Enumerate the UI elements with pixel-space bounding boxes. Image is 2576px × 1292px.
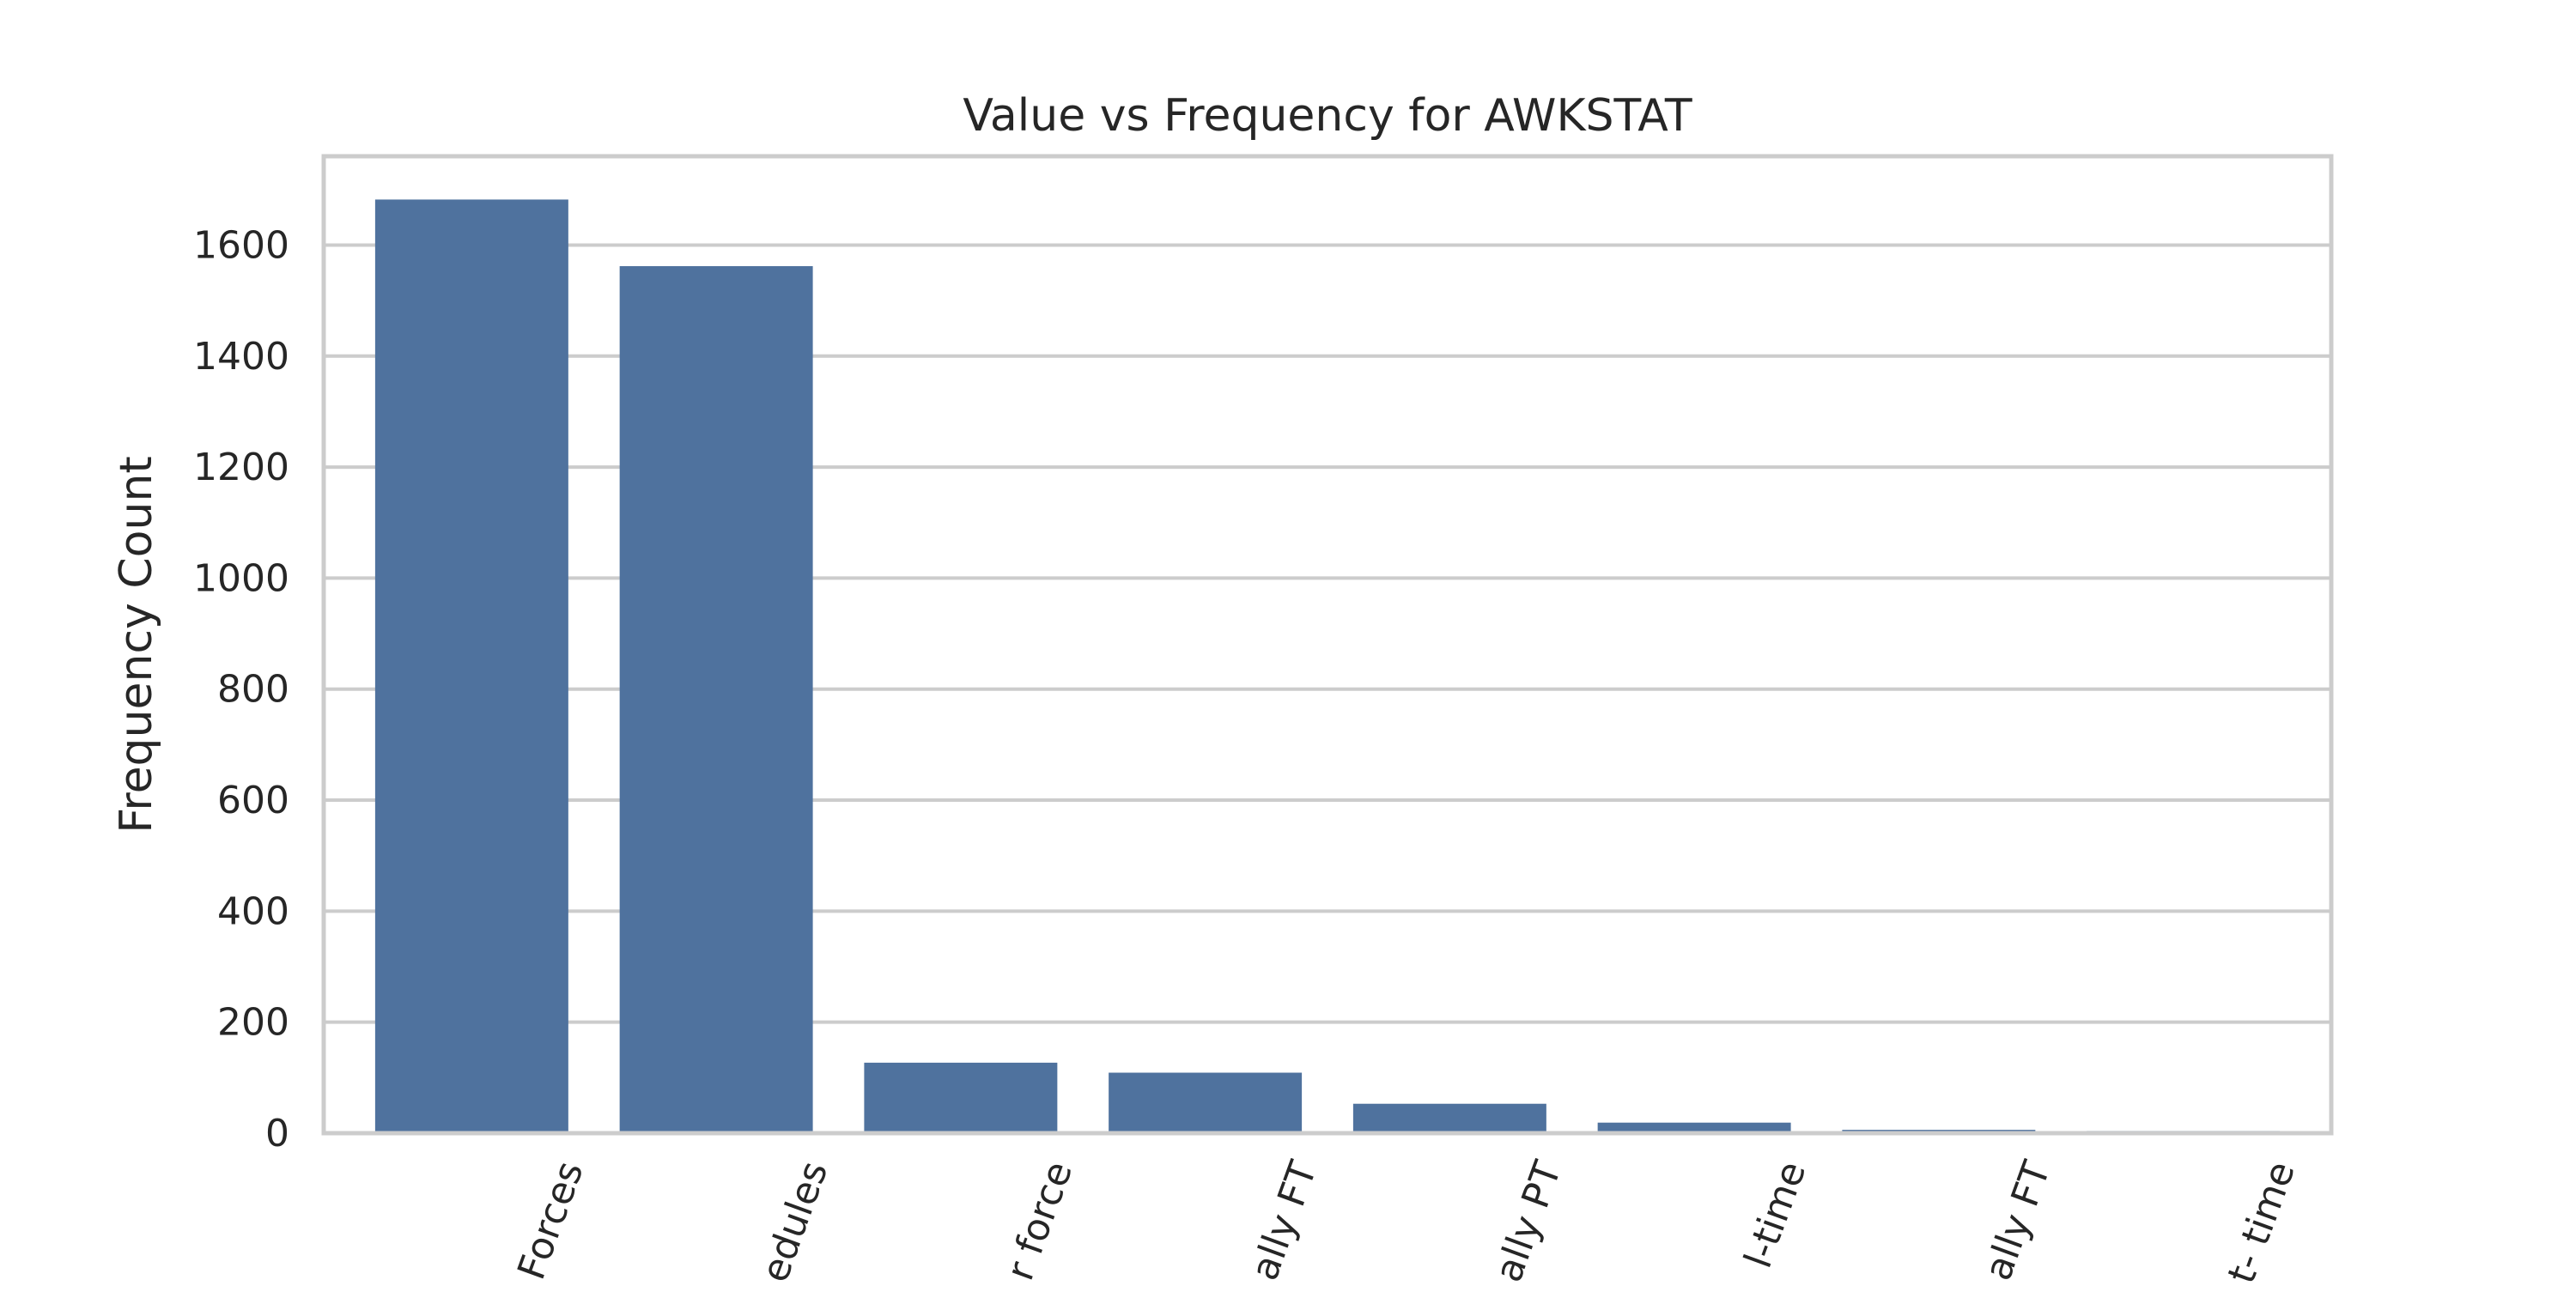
bar — [1597, 1122, 1791, 1133]
plot-frame — [321, 154, 2334, 1136]
y-tick-label: 400 — [217, 889, 289, 933]
bar — [1109, 1072, 1303, 1133]
y-tick-label: 800 — [217, 668, 289, 712]
y-tick-label: 1600 — [193, 223, 289, 267]
y-tick-label: 1000 — [193, 556, 289, 600]
bar — [619, 266, 813, 1133]
y-axis-label: Frequency Count — [111, 456, 162, 834]
y-tick-labels: 0 200 400 600 800 1000 1200 1400 1600 — [193, 223, 289, 1156]
y-tick-label: 200 — [217, 1001, 289, 1045]
y-tick-label: 0 — [265, 1112, 289, 1156]
chart-title: Value vs Frequency for AWKSTAT — [963, 90, 1692, 142]
bar — [374, 199, 568, 1134]
y-tick-label: 600 — [217, 779, 289, 822]
bar — [1352, 1103, 1546, 1133]
y-tick-label: 1200 — [193, 446, 289, 489]
y-tick-label: 1400 — [193, 335, 289, 379]
bars — [374, 199, 2281, 1134]
bar — [864, 1062, 1058, 1133]
